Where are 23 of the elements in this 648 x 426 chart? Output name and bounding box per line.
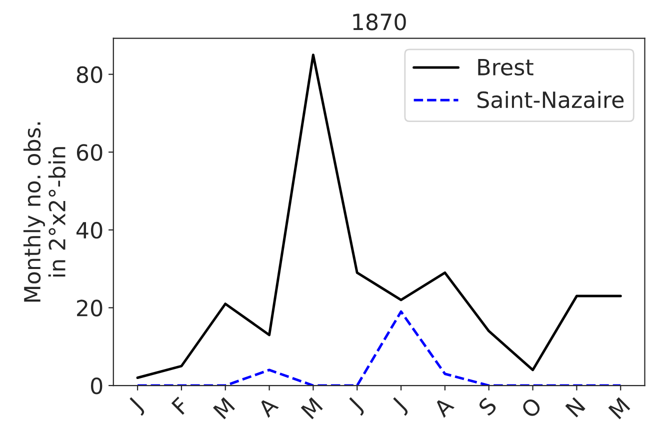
x-tick-label: A [432,396,455,418]
y-axis-title: Monthly no. obs. in 2°x2°-bin [23,122,66,302]
x-tick-label: J [346,397,366,416]
x-tick-label: A [256,396,279,418]
x-tick-label: J [127,397,146,416]
line-series [136,310,622,386]
legend-label: Saint-Nazaire [478,90,624,108]
x-tick-label: M [608,397,630,420]
y-tick-label: 20 [77,300,102,316]
line-series [136,54,622,379]
x-tick-label: M [300,397,323,420]
y-tick-label: 60 [76,144,102,161]
x-tick-label: J [390,397,410,416]
x-tick-label: O [520,396,543,419]
y-tick-label: 40 [76,222,102,239]
x-tick-label: S [478,396,498,416]
x-tick-label: M [213,397,235,420]
x-tick-label: N [565,397,586,418]
legend-label: Brest [478,59,534,76]
x-tick-label: F [171,396,190,415]
chart-title: 1870 [353,14,406,30]
y-tick-label: 0 [91,377,102,394]
y-tick-label: 80 [76,66,102,84]
